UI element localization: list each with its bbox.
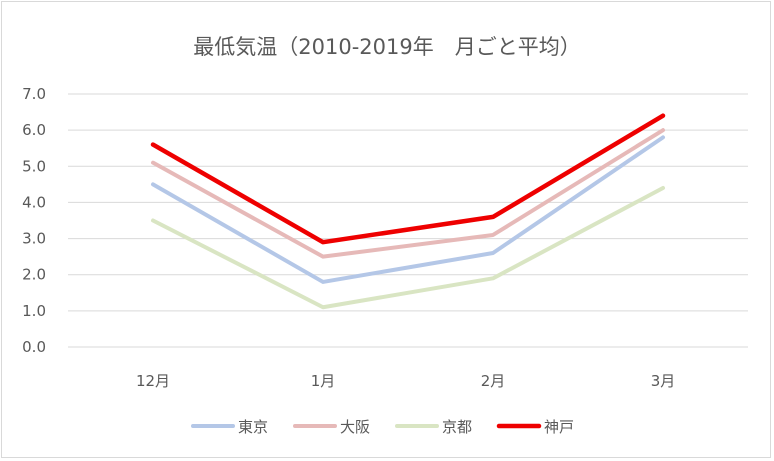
y-tick-label: 1.0 [22,302,46,320]
series-lines [150,113,666,310]
y-tick-label: 4.0 [22,193,46,211]
legend-label: 神戸 [544,418,574,436]
series-line-1 [151,135,665,284]
y-tick-label: 7.0 [22,85,46,103]
chart-title: 最低気温（2010-2019年 月ごと平均） [193,35,580,59]
gridlines [68,93,748,348]
x-tick-label: 3月 [651,372,676,390]
legend-label: 大阪 [340,418,370,436]
y-tick-label: 6.0 [22,121,46,139]
legend-label: 東京 [238,418,268,436]
x-tick-label: 12月 [136,372,170,390]
y-tick-label: 3.0 [22,230,46,248]
x-tick-label: 2月 [481,372,506,390]
y-axis-tick-labels: 0.0 1.0 2.0 3.0 4.0 5.0 6.0 7.0 [22,85,46,356]
y-tick-label: 0.0 [22,338,46,356]
legend-label: 京都 [442,418,472,436]
y-tick-label: 5.0 [22,157,46,175]
x-tick-label: 1月 [311,372,336,390]
series-line-4 [150,113,666,245]
legend: 東京 大阪 京都 神戸 [191,418,574,436]
series-line-3 [151,185,665,310]
series-line-2 [151,128,665,259]
y-tick-label: 2.0 [22,266,46,284]
x-axis-tick-labels: 12月 1月 2月 3月 [136,372,675,390]
